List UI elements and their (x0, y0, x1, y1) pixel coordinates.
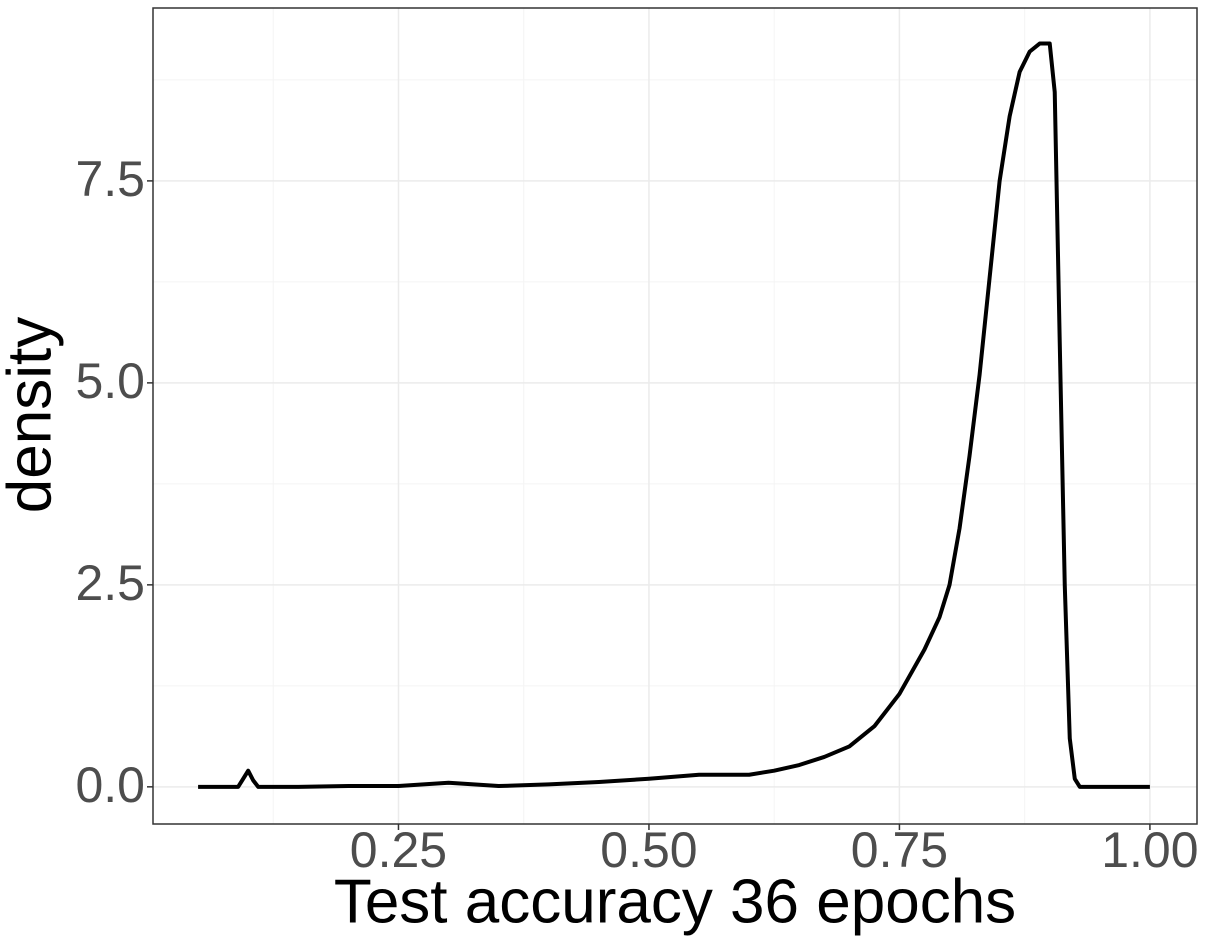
y-tick-label: 5.0 (75, 353, 145, 409)
plot-background (153, 8, 1197, 824)
x-tick-label: 0.25 (350, 822, 447, 878)
density-line (198, 41, 1150, 789)
x-tick-label: 0.75 (851, 822, 948, 878)
y-axis-title: density (0, 317, 64, 513)
y-tick-label: 0.0 (75, 757, 145, 813)
plot-border (152, 7, 1198, 825)
y-tick-label: 7.5 (75, 151, 145, 207)
y-tick-label: 2.5 (75, 555, 145, 611)
x-tick-label: 1.00 (1101, 822, 1198, 878)
x-tick-label: 0.50 (600, 822, 697, 878)
x-axis-title: Test accuracy 36 epochs (334, 867, 1016, 936)
